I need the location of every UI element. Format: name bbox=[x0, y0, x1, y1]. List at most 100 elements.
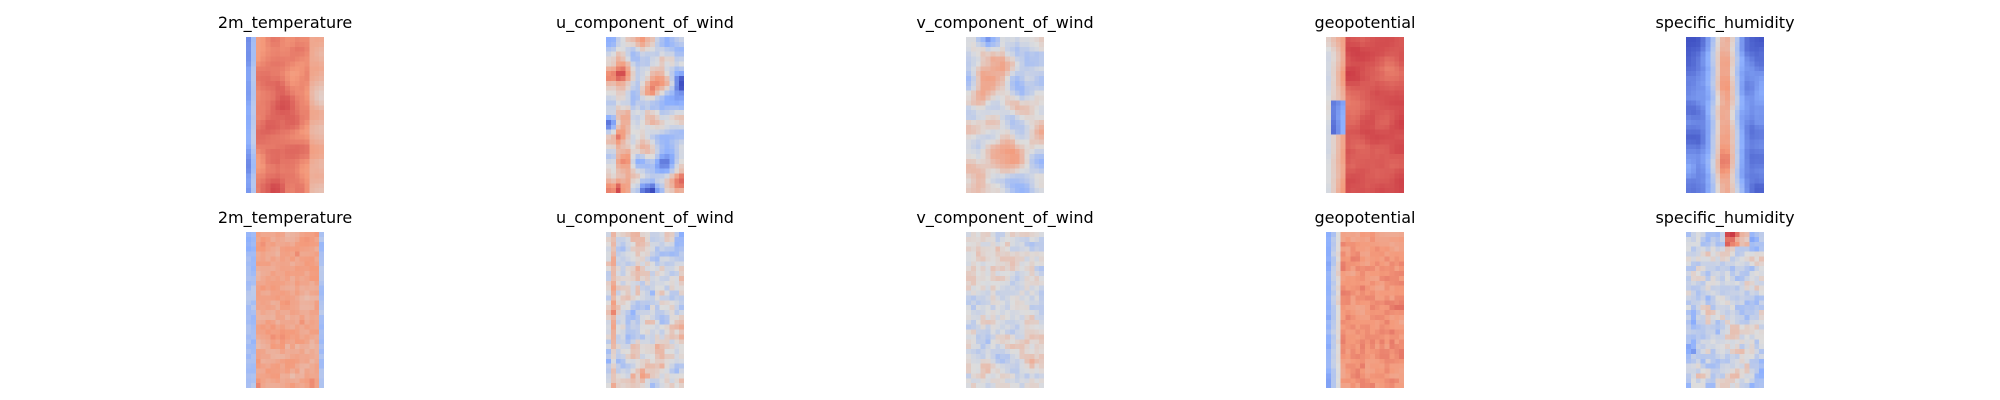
heatmap-cell bbox=[270, 329, 276, 335]
heatmap-cell bbox=[1384, 324, 1390, 330]
heatmap-cell bbox=[1725, 139, 1731, 145]
heatmap-cell bbox=[1365, 51, 1371, 57]
heatmap-cell bbox=[1009, 319, 1016, 326]
heatmap-cell bbox=[1365, 37, 1371, 43]
heatmap-cell bbox=[985, 310, 991, 316]
heatmap-cell bbox=[1000, 41, 1006, 48]
heatmap-cell bbox=[1024, 51, 1030, 57]
heatmap-cell bbox=[250, 324, 257, 330]
heatmap-cell bbox=[246, 188, 252, 193]
heatmap-cell bbox=[285, 134, 291, 140]
heatmap-cell bbox=[664, 56, 670, 62]
heatmap-cell bbox=[615, 90, 622, 96]
heatmap-cell bbox=[1000, 178, 1006, 184]
heatmap-cell bbox=[1389, 37, 1395, 43]
heatmap-cell bbox=[1014, 119, 1021, 126]
heatmap-cell bbox=[1019, 80, 1025, 87]
heatmap-cell bbox=[1326, 56, 1332, 62]
heatmap-cell bbox=[1360, 275, 1366, 282]
heatmap-cell bbox=[995, 324, 1001, 330]
heatmap-cell bbox=[1710, 110, 1716, 116]
heatmap-cell bbox=[975, 105, 982, 111]
heatmap-cell bbox=[630, 368, 636, 374]
heatmap-cell bbox=[319, 334, 324, 340]
heatmap-cell bbox=[1355, 37, 1361, 43]
heatmap-cell bbox=[314, 115, 320, 121]
heatmap-cell bbox=[640, 305, 646, 311]
heatmap-cell bbox=[260, 353, 266, 360]
heatmap-cell bbox=[1009, 139, 1016, 145]
heatmap-cell bbox=[635, 119, 641, 126]
heatmap-cell bbox=[1326, 256, 1332, 262]
heatmap-cell bbox=[1360, 232, 1366, 238]
heatmap-cell bbox=[309, 95, 315, 101]
heatmap-cell bbox=[319, 124, 324, 131]
heatmap-cell bbox=[250, 188, 257, 193]
heatmap-cell bbox=[995, 100, 1001, 106]
heatmap-cell bbox=[606, 383, 612, 388]
heatmap-cell bbox=[1024, 163, 1030, 170]
heatmap-cell bbox=[1355, 241, 1361, 248]
heatmap-cell bbox=[1355, 71, 1361, 77]
heatmap-cell bbox=[1029, 163, 1035, 170]
heatmap-cell bbox=[1365, 295, 1371, 301]
heatmap-cell bbox=[654, 358, 661, 365]
heatmap-cell bbox=[285, 129, 291, 135]
heatmap-cell bbox=[1710, 339, 1716, 345]
heatmap-cell bbox=[275, 329, 281, 335]
heatmap-cell bbox=[649, 275, 656, 282]
heatmap-cell bbox=[679, 154, 684, 160]
heatmap-cell bbox=[1374, 85, 1381, 92]
heatmap-cell bbox=[966, 115, 972, 121]
heatmap-cell bbox=[1000, 158, 1006, 165]
heatmap-cell bbox=[1710, 51, 1716, 57]
heatmap-cell bbox=[640, 314, 646, 321]
heatmap-cell bbox=[1326, 358, 1332, 365]
heatmap-cell bbox=[1754, 232, 1760, 238]
heatmap-cell bbox=[610, 124, 617, 131]
heatmap-cell bbox=[285, 310, 291, 316]
heatmap-cell bbox=[610, 236, 617, 243]
heatmap-cell bbox=[1749, 329, 1755, 335]
heatmap-cell bbox=[260, 41, 266, 48]
heatmap-cell bbox=[635, 290, 641, 296]
heatmap-cell bbox=[1394, 305, 1400, 311]
heatmap-cell bbox=[280, 271, 286, 277]
heatmap-cell bbox=[1034, 90, 1040, 96]
heatmap-cell bbox=[966, 149, 972, 155]
heatmap-cell bbox=[250, 349, 257, 355]
heatmap-cell bbox=[1384, 251, 1390, 257]
heatmap-cell bbox=[1034, 37, 1040, 43]
heatmap-cell bbox=[265, 119, 271, 126]
heatmap-cell bbox=[970, 349, 977, 355]
heatmap-cell bbox=[1029, 115, 1035, 121]
heatmap-cell bbox=[1389, 105, 1395, 111]
heatmap-cell bbox=[304, 144, 310, 150]
heatmap-cell bbox=[615, 105, 622, 111]
heatmap-cell bbox=[1705, 154, 1711, 160]
heatmap-cell bbox=[1690, 124, 1697, 131]
heatmap-cell bbox=[985, 271, 991, 277]
heatmap-cell bbox=[309, 149, 315, 155]
heatmap-cell bbox=[1399, 275, 1404, 282]
heatmap-cell bbox=[1350, 100, 1356, 106]
heatmap-cell bbox=[1365, 275, 1371, 282]
heatmap-cell bbox=[980, 300, 986, 306]
heatmap-cell bbox=[265, 188, 271, 193]
heatmap-cell bbox=[1369, 275, 1376, 282]
heatmap-cell bbox=[1389, 310, 1395, 316]
heatmap-cell bbox=[265, 41, 271, 48]
heatmap-cell bbox=[995, 329, 1001, 335]
heatmap-cell bbox=[1384, 80, 1390, 87]
heatmap-cell bbox=[319, 305, 324, 311]
heatmap-cell bbox=[1710, 251, 1716, 257]
heatmap-cell bbox=[1725, 339, 1731, 345]
heatmap-cell bbox=[265, 271, 271, 277]
heatmap-cell bbox=[1326, 383, 1332, 388]
heatmap-cell bbox=[1360, 154, 1366, 160]
heatmap-cell bbox=[285, 271, 291, 277]
heatmap-cell bbox=[1759, 290, 1764, 296]
heatmap-cell bbox=[309, 163, 315, 170]
heatmap-cell bbox=[1710, 246, 1716, 252]
heatmap-cell bbox=[1374, 295, 1381, 301]
